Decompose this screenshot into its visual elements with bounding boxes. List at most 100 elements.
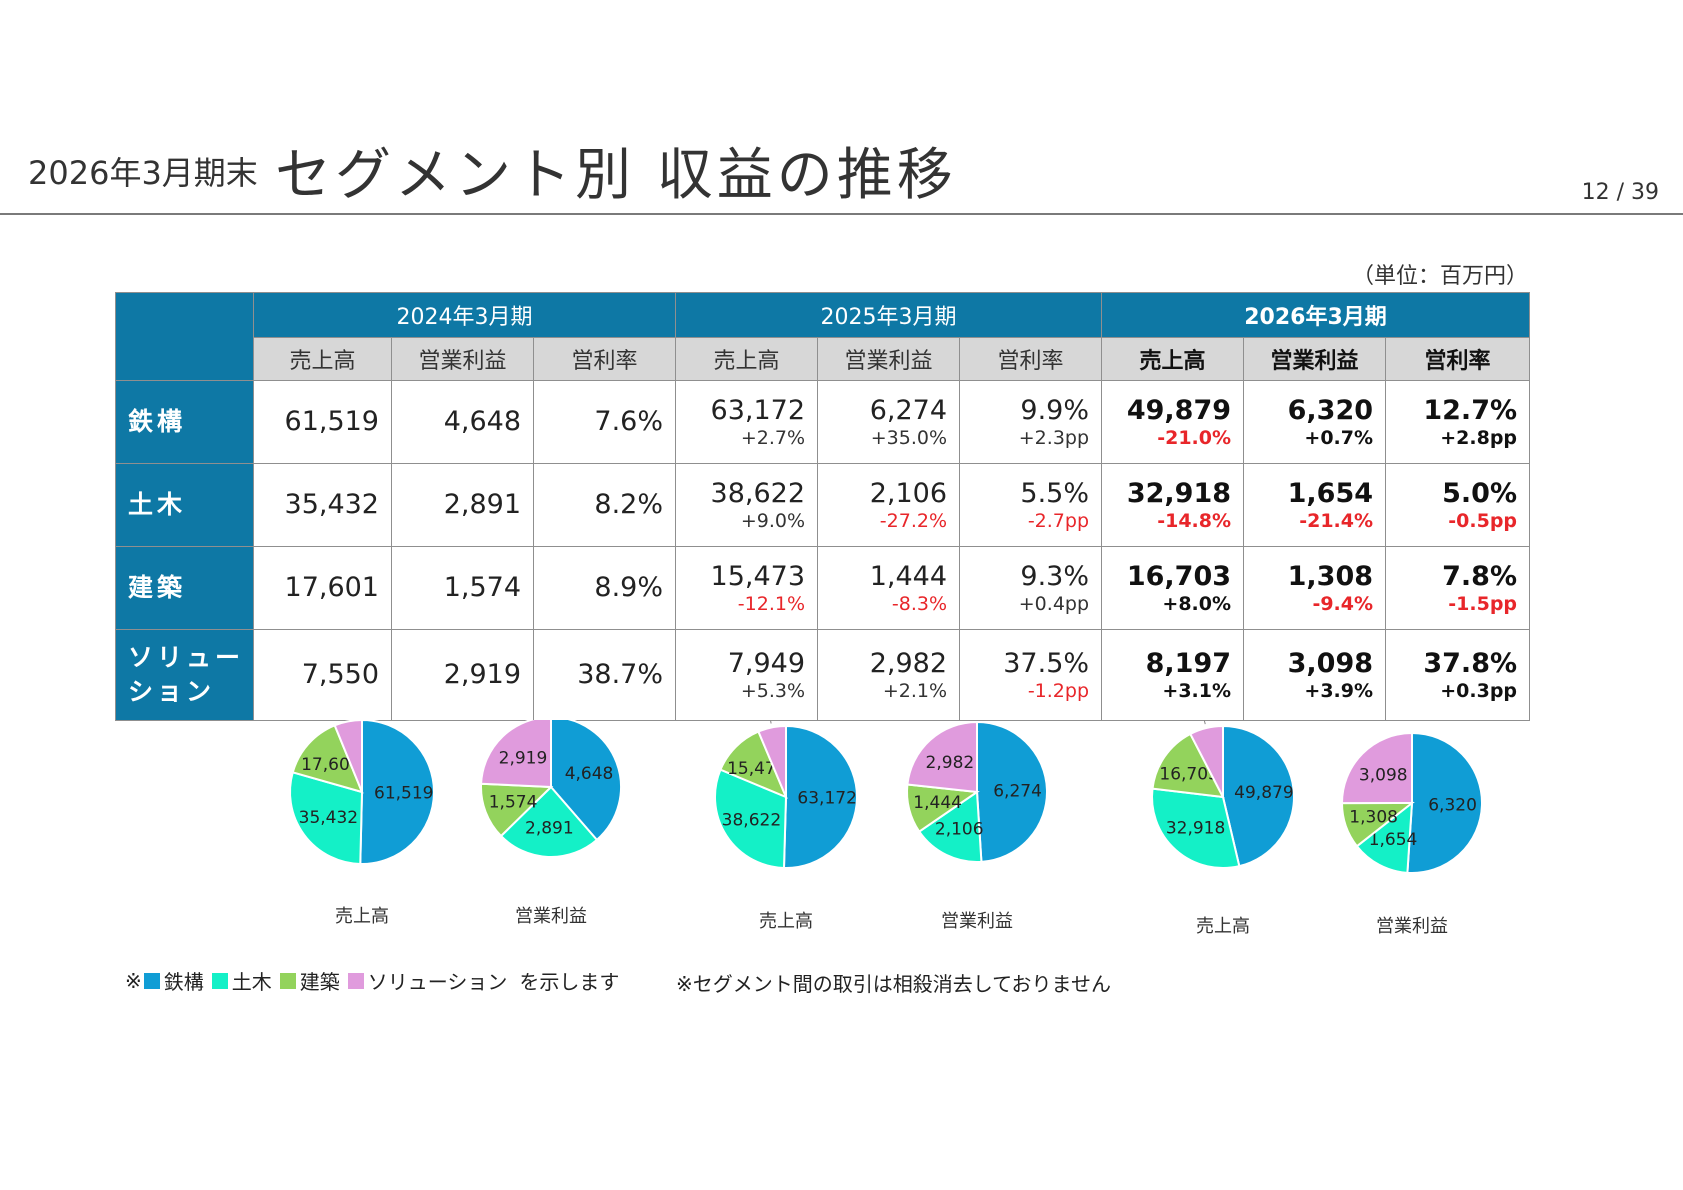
table-cell: 1,444 -8.3% (817, 546, 961, 630)
cell-value: 7.6% (594, 406, 664, 437)
metric-header-op-profit: 営業利益 (1243, 337, 1387, 381)
legend-suffix: を示します (519, 970, 620, 994)
table-cell: 5.0% -0.5pp (1385, 463, 1531, 547)
pie-slice-solution (1340, 731, 1413, 805)
title-period: 2026年3月期末 (28, 154, 258, 192)
metric-header-sales: 売上高 (1101, 337, 1245, 381)
pie-leader-line (1203, 720, 1206, 725)
table-cell: 6,320 +0.7% (1243, 380, 1387, 464)
cell-value: 17,601 (284, 572, 379, 603)
cell-value: 5.5% (1020, 478, 1090, 509)
cell-value: 61,519 (284, 406, 379, 437)
pie-slice-civil (1355, 800, 1414, 874)
pie-data-label: 16,703 (1159, 765, 1218, 785)
pie-chart: 4,648 2,891 1,574 2,919 営業利益 (480, 720, 622, 927)
page-title: セグメント別 収益の推移 (275, 143, 957, 208)
legend-item-steel: 鉄構 (163, 970, 204, 994)
table-cell: 15,473 -12.1% (675, 546, 819, 630)
cell-change: -8.3% (891, 593, 948, 615)
table-cell: 8.2% (532, 463, 677, 547)
cell-value: 7,550 (301, 659, 379, 690)
table-cell: 37.8% +0.3pp (1385, 629, 1531, 721)
table-cell: 1,308 -9.4% (1243, 546, 1387, 630)
unit-note: （単位：百万円） (1352, 264, 1529, 289)
pie-data-label: 4,648 (565, 764, 614, 784)
cell-value: 32,918 (1126, 478, 1232, 509)
cell-change: -9.4% (1312, 593, 1374, 615)
pie-data-label: 3,098 (1359, 765, 1408, 785)
metric-header-op-margin: 営利率 (532, 337, 677, 381)
cell-value: 6,320 (1287, 395, 1374, 426)
legend-swatch-solution (347, 972, 364, 989)
table-cell: 3,098 +3.9% (1243, 629, 1387, 721)
cell-change: +3.1% (1162, 680, 1232, 702)
metric-header-op-profit: 営業利益 (817, 337, 961, 381)
pie-slice-building (291, 724, 364, 794)
pie-slice-civil (1151, 787, 1241, 869)
pie-slice-solution (757, 724, 787, 798)
pie-slice-civil (714, 768, 788, 870)
segment-table-body: 鉄構 61,519 4,648 7.6% 63,172 +2.7% 6,274 +35.0% 9… (115, 380, 1531, 721)
cell-value: 4,648 (443, 406, 521, 437)
pie-data-label: 2,891 (525, 819, 574, 839)
table-cell: 5.5% -2.7pp (959, 463, 1103, 547)
pie-chart: 6,274 2,106 1,444 2,982 営業利益 (906, 720, 1048, 932)
cell-value: 6,274 (869, 395, 948, 426)
cell-change: +2.7% (740, 427, 806, 449)
table-cell: 2,919 (391, 629, 534, 721)
cell-change: -2.7pp (1027, 510, 1090, 532)
pie-data-label: 35,432 (299, 808, 358, 828)
table-cell: 61,519 (253, 380, 392, 464)
period-header-fy2026: 2026年3月期 (1101, 292, 1531, 338)
cell-value: 7,949 (727, 648, 806, 679)
pie-data-label: 2,919 (499, 749, 548, 769)
pie-data-label: 6,274 (993, 782, 1042, 802)
cell-change: +0.4pp (1018, 593, 1090, 615)
pie-slice-steel (976, 720, 1048, 863)
cell-value: 35,432 (284, 489, 379, 520)
cell-value: 3,098 (1287, 648, 1374, 679)
pie-slice-steel (359, 720, 435, 865)
segment-pie-charts: 61,51935,43217,6017,550売上高4,6482,8911,57… (289, 720, 1483, 937)
cell-change: +3.9% (1304, 680, 1374, 702)
cell-value: 37.5% (1003, 648, 1090, 679)
pie-chart-title: 営業利益 (1376, 916, 1448, 937)
cell-change: -0.5pp (1448, 510, 1518, 532)
pie-data-label: 32,918 (1166, 819, 1225, 839)
pie-slice-solution (1188, 724, 1224, 798)
metric-header-sales: 売上高 (253, 337, 392, 381)
segment-name-building: 建築 (115, 546, 254, 630)
table-cell: 8,197 +3.1% (1101, 629, 1245, 721)
cell-value: 38.7% (577, 659, 664, 690)
table-cell: 12.7% +2.8pp (1385, 380, 1531, 464)
legend-swatch-civil (211, 972, 228, 989)
pie-slice-building (1151, 732, 1225, 799)
pie-slice-civil (499, 785, 599, 858)
legend-prefix: ※ (125, 968, 142, 993)
table-cell: 7.6% (532, 380, 677, 464)
table-cell: 2,982 +2.1% (817, 629, 961, 721)
table-cell: 2,891 (391, 463, 534, 547)
cell-change: +35.0% (870, 427, 948, 449)
cell-value: 38,622 (710, 478, 806, 509)
cell-change: -14.8% (1157, 510, 1232, 532)
cell-change: +8.0% (1162, 593, 1232, 615)
table-cell: 1,574 (391, 546, 534, 630)
cell-change: -21.4% (1299, 510, 1374, 532)
pie-slice-solution (333, 720, 363, 793)
pie-data-label: 2,982 (926, 753, 975, 773)
table-row: ソリュー ション 7,550 2,919 38.7% 7,949 +5.3% 2,982 +2.… (115, 629, 1531, 721)
legend-item-civil: 土木 (231, 970, 272, 994)
table-cell: 2,106 -27.2% (817, 463, 961, 547)
pie-data-label: 1,574 (489, 792, 538, 812)
cell-change: -1.2pp (1027, 680, 1090, 702)
segment-table: 2024年3月期 2025年3月期 2026年3月期 売上高 営業利益 営利率 … (115, 292, 1531, 721)
pie-slice-steel (1406, 731, 1483, 874)
segment-name-solution: ソリュー ション (115, 629, 254, 721)
table-cell: 6,274 +35.0% (817, 380, 961, 464)
table-cell: 7,949 +5.3% (675, 629, 819, 721)
pie-data-label: 1,444 (913, 793, 962, 813)
cell-change: -21.0% (1157, 427, 1232, 449)
